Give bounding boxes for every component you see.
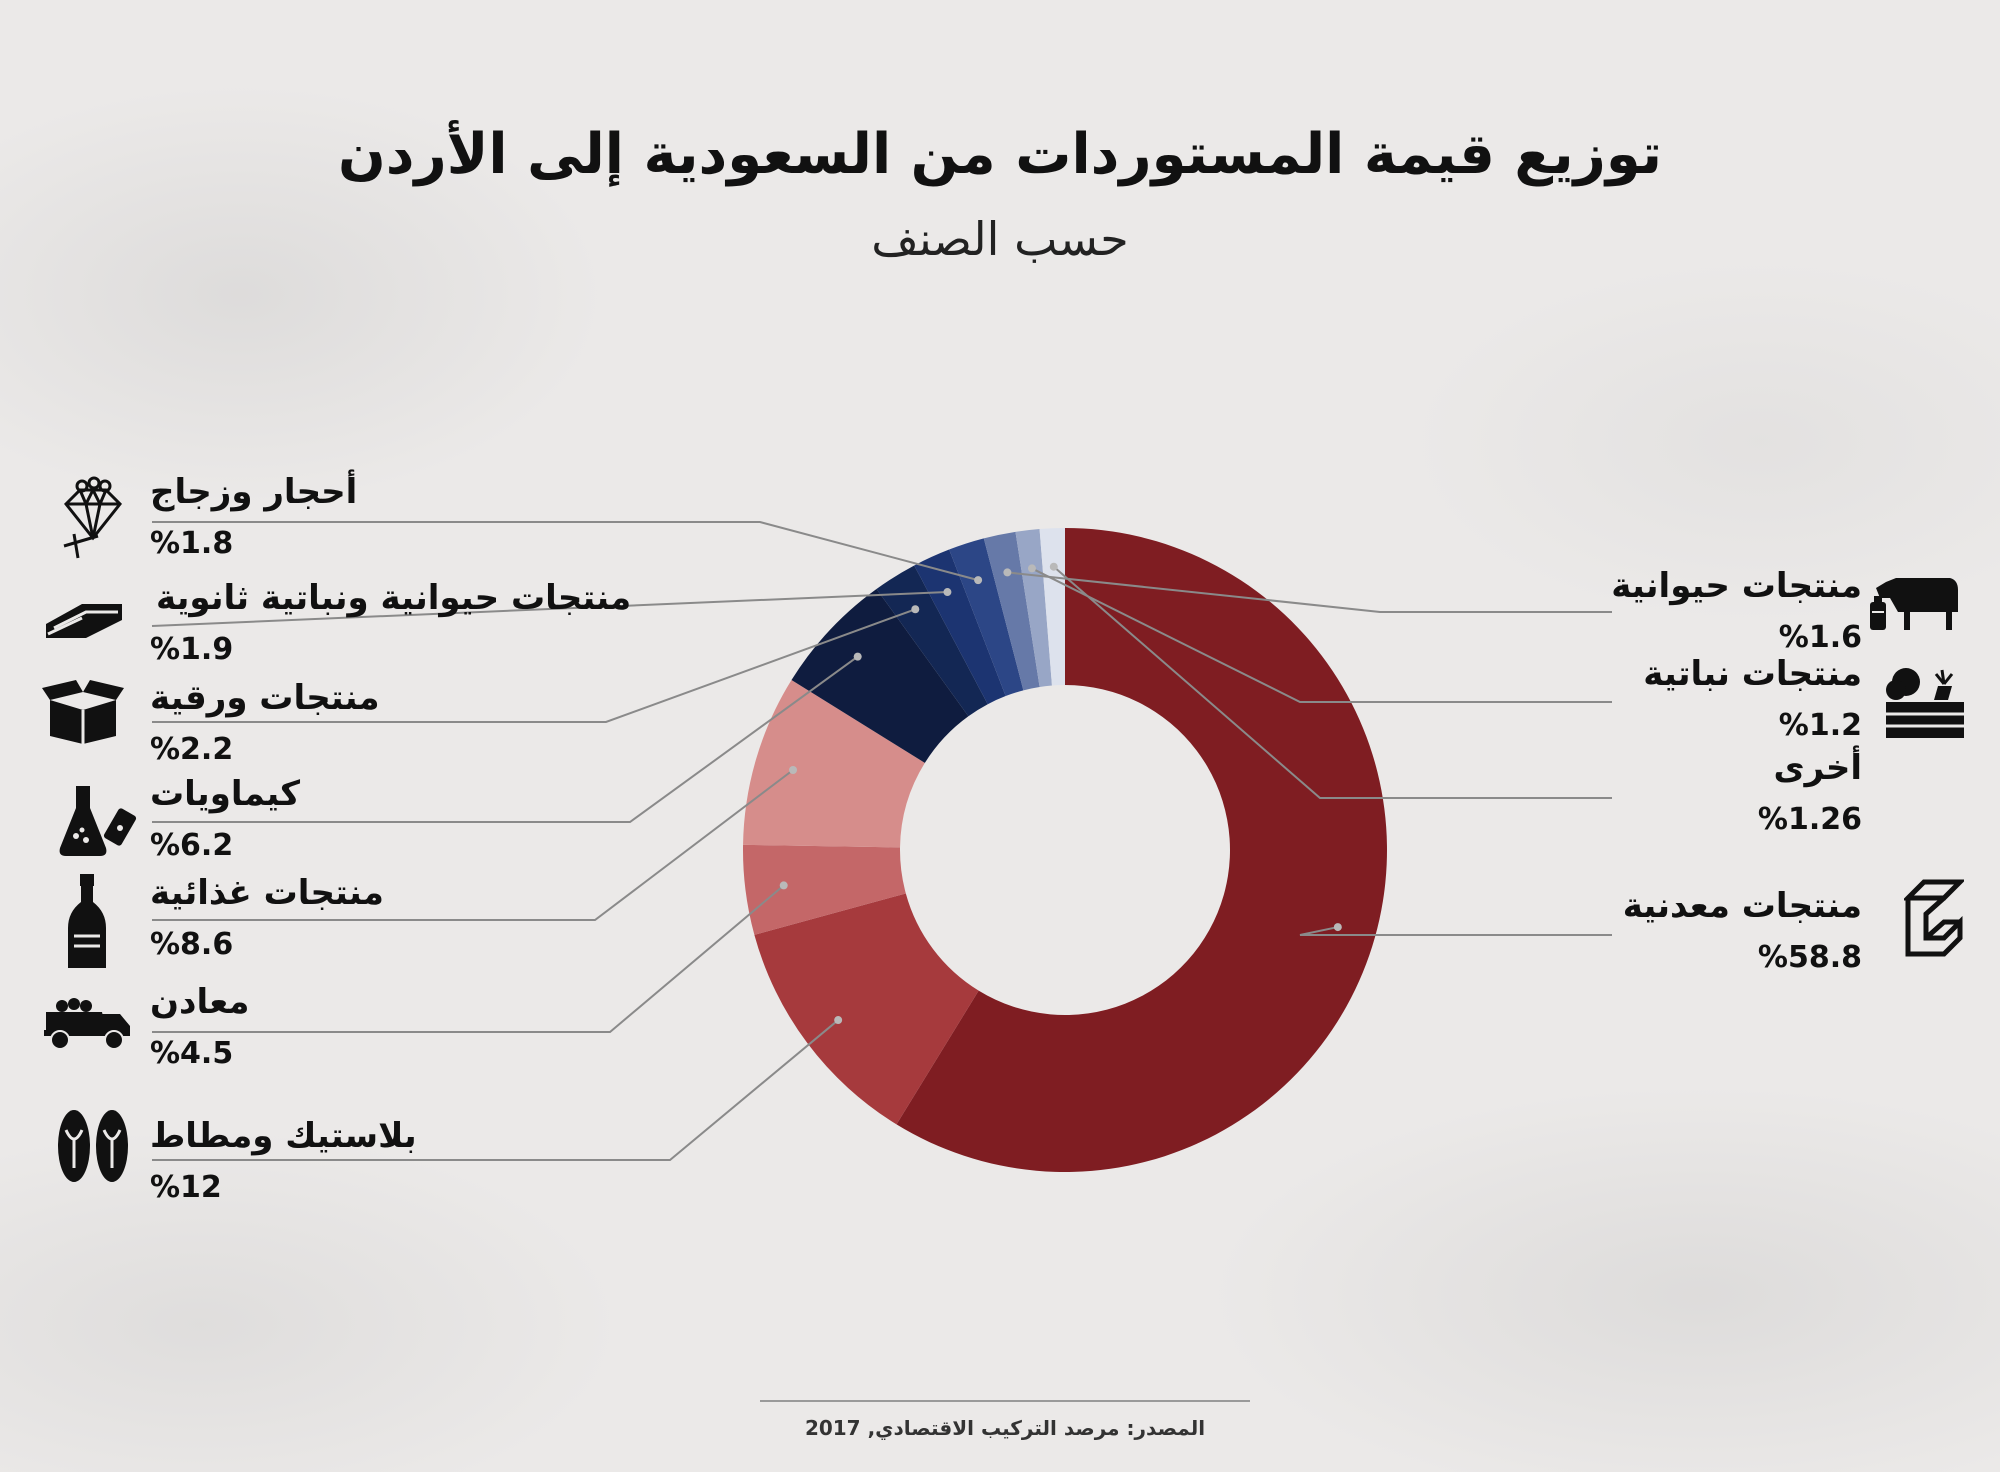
slice-other [1039, 528, 1065, 686]
label-pct: %58.8 [1757, 940, 1862, 975]
label-animal: منتجات حيوانية %1.6 [1611, 566, 1862, 655]
gem-pickaxe-icon [63, 476, 123, 559]
label-pct: %1.26 [1757, 802, 1862, 837]
slice-vegetable [1015, 529, 1052, 687]
slice-food [743, 680, 925, 848]
label-name: بلاستيك ومطاط [150, 1116, 417, 1156]
label-name: معادن [150, 982, 250, 1022]
slice-plastics [754, 893, 979, 1125]
leader-line [151, 591, 948, 627]
label-animal-veg-secondary: منتجات حيوانية ونباتية ثانوية %1.9 [150, 578, 631, 667]
label-pct: %1.8 [150, 526, 234, 561]
leader-line [1007, 571, 1612, 613]
label-name: منتجات حيوانية ونباتية ثانوية [156, 578, 632, 618]
leader-dot [1049, 562, 1058, 571]
label-name: منتجات ورقية [150, 678, 380, 718]
label-pct: %1.2 [1778, 708, 1862, 743]
slice-paper [876, 565, 988, 717]
leader-line [152, 884, 785, 1033]
slice-animal-veg-secondary [914, 549, 1006, 705]
flask-chemicals-icon [59, 786, 137, 856]
label-pct: %1.9 [150, 632, 234, 667]
label-name: أحجار وزجاج [150, 472, 358, 512]
leader-line [152, 521, 979, 582]
label-name: كيماويات [150, 774, 301, 814]
leader-line [1053, 565, 1612, 799]
label-name: منتجات معدنية [1622, 886, 1862, 926]
leader-line [152, 655, 859, 823]
leader-dot [1333, 923, 1342, 932]
label-stone-glass: أحجار وزجاج %1.8 [150, 472, 357, 561]
slice-minerals-products [896, 528, 1387, 1173]
label-minerals-products: منتجات معدنية %58.8 [1623, 886, 1862, 975]
label-paper: منتجات ورقية %2.2 [150, 678, 380, 767]
bottle-icon [68, 874, 106, 968]
label-vegetable: منتجات نباتية %1.2 [1643, 654, 1862, 743]
butter-icon [46, 604, 122, 638]
label-pct: %12 [150, 1170, 222, 1205]
slice-chemicals [791, 588, 969, 763]
slice-metals [742, 844, 906, 935]
open-box-icon [42, 680, 124, 744]
leader-line [152, 769, 794, 921]
label-name: منتجات حيوانية [1611, 566, 1862, 606]
label-name: أخرى [1773, 748, 1862, 788]
slice-animal [983, 531, 1040, 691]
leader-dot [779, 881, 788, 890]
leader-dot [1027, 564, 1036, 573]
mining-truck-icon [44, 998, 130, 1050]
label-metals: معادن %4.5 [150, 982, 249, 1071]
vegetable-crate-icon [1886, 668, 1964, 738]
label-pct: %4.5 [150, 1036, 234, 1071]
leader-dot [789, 766, 798, 775]
chart-title: توزيع قيمة المستوردات من السعودية إلى ال… [337, 122, 1663, 187]
label-plastics: بلاستيك ومطاط %12 [150, 1116, 417, 1205]
leader-line [1299, 926, 1612, 936]
leader-line [152, 1019, 839, 1161]
label-name: منتجات نباتية [1643, 654, 1862, 694]
label-pct: %6.2 [150, 828, 234, 863]
leader-dot [1003, 568, 1012, 577]
label-name: منتجات غذائية [150, 873, 384, 913]
leader-line [1031, 567, 1612, 703]
source-note: المصدر: مرصد التركيب الاقتصادي, 2017 [760, 1400, 1250, 1440]
label-pct: %8.6 [150, 927, 234, 962]
label-food: منتجات غذائية %8.6 [150, 873, 384, 962]
leader-line [152, 608, 916, 723]
flip-flops-icon [58, 1110, 128, 1182]
leader-dot [853, 652, 862, 661]
leader-dot [943, 588, 952, 597]
label-other: أخرى %1.26 [1758, 748, 1862, 837]
leader-dot [834, 1016, 843, 1025]
leader-dot [974, 576, 983, 585]
label-pct: %1.6 [1778, 620, 1862, 655]
label-pct: %2.2 [150, 732, 234, 767]
metal-beam-icon [1904, 879, 1964, 957]
label-chemicals: كيماويات %6.2 [150, 774, 300, 863]
cow-milk-icon [1870, 578, 1958, 630]
leader-dot [911, 605, 920, 614]
chart-subtitle: حسب الصنف [871, 212, 1129, 266]
